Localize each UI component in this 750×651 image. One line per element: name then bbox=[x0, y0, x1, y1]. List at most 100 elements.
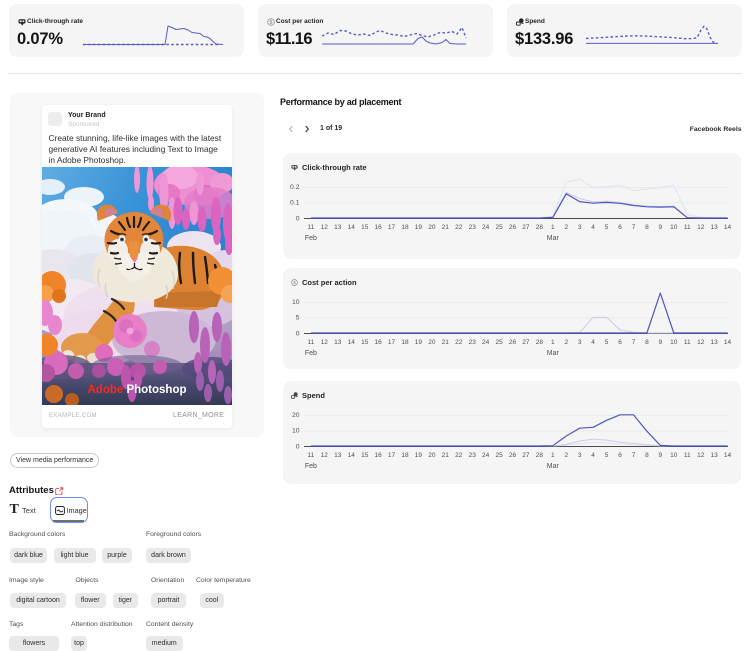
svg-text:23: 23 bbox=[469, 224, 477, 231]
svg-text:19: 19 bbox=[415, 452, 423, 459]
svg-text:$: $ bbox=[269, 19, 272, 25]
svg-text:Adobe Photoshop: Adobe Photoshop bbox=[87, 384, 186, 396]
svg-text:21: 21 bbox=[442, 452, 450, 459]
svg-text:12: 12 bbox=[697, 452, 705, 459]
svg-text:16: 16 bbox=[374, 452, 382, 459]
svg-text:0: 0 bbox=[296, 330, 300, 337]
svg-text:4: 4 bbox=[591, 452, 595, 459]
svg-text:11: 11 bbox=[684, 224, 691, 231]
svg-text:15: 15 bbox=[361, 452, 369, 459]
svg-text:28: 28 bbox=[536, 224, 544, 231]
svg-text:3: 3 bbox=[578, 339, 582, 346]
svg-text:0: 0 bbox=[296, 215, 300, 222]
svg-text:11: 11 bbox=[308, 224, 315, 231]
svg-text:6: 6 bbox=[618, 224, 622, 231]
svg-text:21: 21 bbox=[442, 339, 450, 346]
svg-text:13: 13 bbox=[334, 452, 342, 459]
svg-text:Mar: Mar bbox=[547, 350, 560, 357]
svg-text:22: 22 bbox=[455, 224, 463, 231]
svg-text:26: 26 bbox=[509, 224, 517, 231]
svg-text:28: 28 bbox=[536, 452, 544, 459]
svg-text:23: 23 bbox=[469, 339, 477, 346]
svg-text:3: 3 bbox=[578, 452, 582, 459]
svg-text:14: 14 bbox=[348, 452, 356, 459]
svg-text:10: 10 bbox=[670, 452, 678, 459]
svg-text:20: 20 bbox=[428, 452, 436, 459]
svg-text:25: 25 bbox=[495, 339, 503, 346]
svg-text:5: 5 bbox=[605, 339, 609, 346]
svg-text:2: 2 bbox=[564, 224, 568, 231]
svg-text:22: 22 bbox=[455, 339, 463, 346]
svg-text:10: 10 bbox=[670, 224, 678, 231]
svg-text:27: 27 bbox=[522, 452, 530, 459]
svg-text:0: 0 bbox=[296, 443, 300, 450]
svg-text:0.1: 0.1 bbox=[290, 200, 300, 207]
svg-text:23: 23 bbox=[469, 452, 477, 459]
svg-text:7: 7 bbox=[632, 224, 636, 231]
svg-text:11: 11 bbox=[684, 452, 691, 459]
svg-text:4: 4 bbox=[591, 224, 595, 231]
svg-text:13: 13 bbox=[710, 224, 718, 231]
svg-text:2: 2 bbox=[564, 452, 568, 459]
svg-text:Mar: Mar bbox=[547, 463, 560, 470]
svg-text:27: 27 bbox=[522, 339, 530, 346]
svg-text:26: 26 bbox=[509, 339, 517, 346]
svg-text:19: 19 bbox=[415, 224, 423, 231]
svg-text:13: 13 bbox=[710, 339, 718, 346]
svg-text:17: 17 bbox=[388, 339, 396, 346]
svg-text:3: 3 bbox=[578, 224, 582, 231]
svg-text:Mar: Mar bbox=[547, 235, 560, 242]
svg-text:10: 10 bbox=[670, 339, 678, 346]
svg-text:Feb: Feb bbox=[305, 350, 317, 357]
svg-text:20: 20 bbox=[428, 339, 436, 346]
svg-text:9: 9 bbox=[658, 339, 662, 346]
svg-text:14: 14 bbox=[348, 339, 356, 346]
svg-text:17: 17 bbox=[388, 452, 396, 459]
svg-text:2: 2 bbox=[564, 339, 568, 346]
svg-text:5: 5 bbox=[605, 224, 609, 231]
svg-text:12: 12 bbox=[697, 339, 705, 346]
svg-text:4: 4 bbox=[591, 339, 595, 346]
svg-text:5: 5 bbox=[296, 315, 300, 322]
svg-text:16: 16 bbox=[374, 339, 382, 346]
svg-text:12: 12 bbox=[321, 452, 329, 459]
svg-text:1: 1 bbox=[551, 339, 555, 346]
svg-text:12: 12 bbox=[321, 224, 329, 231]
svg-text:14: 14 bbox=[724, 452, 732, 459]
svg-text:18: 18 bbox=[401, 339, 409, 346]
svg-text:19: 19 bbox=[415, 339, 423, 346]
svg-text:14: 14 bbox=[724, 224, 732, 231]
svg-text:25: 25 bbox=[495, 452, 503, 459]
svg-text:$: $ bbox=[293, 280, 296, 285]
svg-text:Feb: Feb bbox=[305, 235, 317, 242]
svg-text:20: 20 bbox=[292, 412, 300, 419]
svg-text:12: 12 bbox=[321, 339, 329, 346]
svg-text:15: 15 bbox=[361, 339, 369, 346]
svg-text:13: 13 bbox=[710, 452, 718, 459]
svg-text:28: 28 bbox=[536, 339, 544, 346]
svg-text:14: 14 bbox=[724, 339, 732, 346]
svg-text:13: 13 bbox=[334, 339, 342, 346]
svg-text:18: 18 bbox=[401, 224, 409, 231]
svg-text:7: 7 bbox=[632, 452, 636, 459]
svg-text:10: 10 bbox=[292, 299, 300, 306]
svg-text:18: 18 bbox=[401, 452, 409, 459]
svg-text:26: 26 bbox=[509, 452, 517, 459]
svg-text:12: 12 bbox=[697, 224, 705, 231]
svg-text:11: 11 bbox=[308, 339, 315, 346]
svg-text:10: 10 bbox=[292, 428, 300, 435]
svg-text:9: 9 bbox=[658, 224, 662, 231]
svg-text:1: 1 bbox=[551, 452, 555, 459]
svg-text:15: 15 bbox=[361, 224, 369, 231]
svg-text:6: 6 bbox=[618, 339, 622, 346]
svg-text:8: 8 bbox=[645, 339, 649, 346]
svg-text:27: 27 bbox=[522, 224, 530, 231]
svg-text:24: 24 bbox=[482, 452, 490, 459]
svg-text:0.2: 0.2 bbox=[290, 184, 300, 191]
svg-text:6: 6 bbox=[618, 452, 622, 459]
svg-text:11: 11 bbox=[308, 452, 315, 459]
svg-text:16: 16 bbox=[374, 224, 382, 231]
svg-text:7: 7 bbox=[632, 339, 636, 346]
svg-text:1: 1 bbox=[551, 224, 555, 231]
svg-text:21: 21 bbox=[442, 224, 450, 231]
